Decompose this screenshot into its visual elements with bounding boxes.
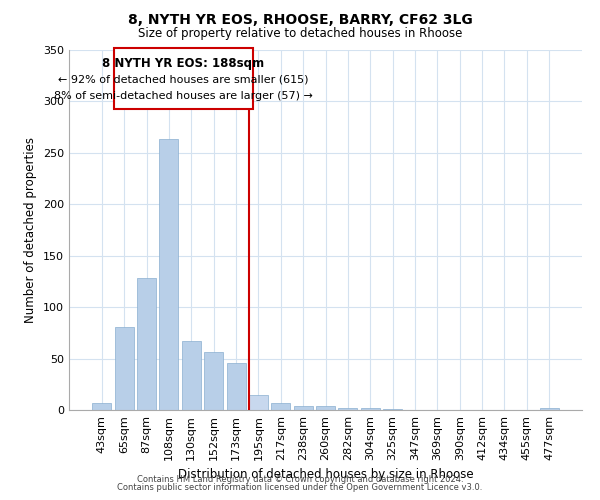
Bar <box>227 362 245 410</box>
Bar <box>92 403 112 410</box>
Bar <box>137 278 156 410</box>
Text: ← 92% of detached houses are smaller (615): ← 92% of detached houses are smaller (61… <box>58 74 309 85</box>
Bar <box>316 406 335 410</box>
Bar <box>383 409 402 410</box>
Bar <box>361 408 380 410</box>
Bar <box>249 394 268 410</box>
Text: 8 NYTH YR EOS: 188sqm: 8 NYTH YR EOS: 188sqm <box>103 57 265 70</box>
Text: Size of property relative to detached houses in Rhoose: Size of property relative to detached ho… <box>138 28 462 40</box>
Bar <box>160 140 178 410</box>
FancyBboxPatch shape <box>114 48 253 108</box>
Bar <box>115 326 134 410</box>
Bar <box>204 352 223 410</box>
Text: 8% of semi-detached houses are larger (57) →: 8% of semi-detached houses are larger (5… <box>54 91 313 101</box>
X-axis label: Distribution of detached houses by size in Rhoose: Distribution of detached houses by size … <box>178 468 473 481</box>
Y-axis label: Number of detached properties: Number of detached properties <box>25 137 37 323</box>
Text: Contains HM Land Registry data © Crown copyright and database right 2024.: Contains HM Land Registry data © Crown c… <box>137 474 463 484</box>
Bar <box>271 403 290 410</box>
Bar <box>338 408 358 410</box>
Bar <box>293 406 313 410</box>
Bar <box>539 408 559 410</box>
Text: Contains public sector information licensed under the Open Government Licence v3: Contains public sector information licen… <box>118 484 482 492</box>
Text: 8, NYTH YR EOS, RHOOSE, BARRY, CF62 3LG: 8, NYTH YR EOS, RHOOSE, BARRY, CF62 3LG <box>128 12 472 26</box>
Bar <box>182 341 201 410</box>
